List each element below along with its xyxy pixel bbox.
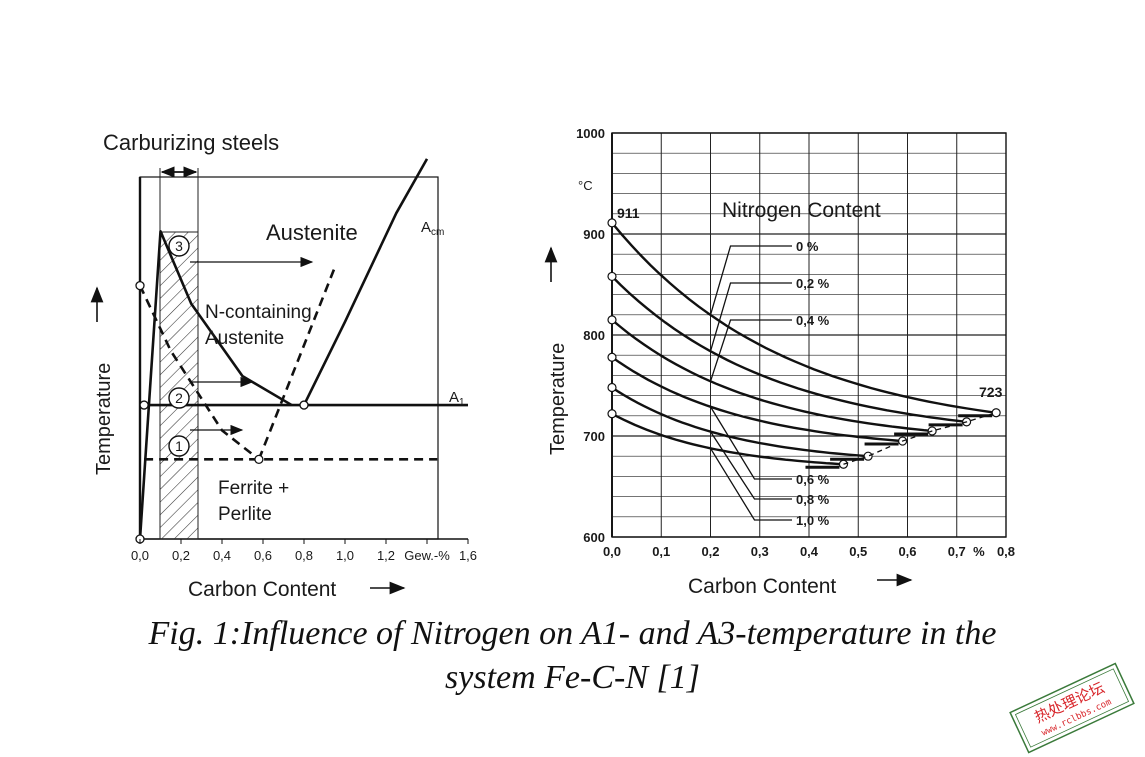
- svg-text:3: 3: [175, 238, 183, 254]
- right-series-label-3: 0,6 %: [796, 472, 830, 487]
- right-x-tick-9: 0,8: [997, 544, 1015, 559]
- left-junction-2: [139, 400, 149, 410]
- right-series-start-5: [607, 409, 617, 419]
- right-series-end-0: [991, 408, 1001, 418]
- austenite-label: Austenite: [266, 220, 358, 245]
- temp-unit-label: °C: [578, 178, 593, 193]
- n-austenite-label-1: N-containing: [205, 302, 312, 323]
- right-endpoint-dashline: [843, 412, 997, 465]
- right-leader-3: [709, 406, 792, 480]
- left-x-tick-label-7: Gew.-%: [404, 548, 450, 563]
- right-series-label-1: 0,2 %: [796, 276, 830, 291]
- right-series-0: [611, 222, 997, 414]
- left-curve-3: [138, 285, 260, 461]
- right-series-5: [611, 412, 844, 466]
- right-curves: 0 % 0,2 % 0,4 % 0,6 % 0,8 % 1,0 %: [607, 218, 1001, 528]
- right-y-tick-1: 700: [583, 429, 605, 444]
- left-x-tick-label-3: 0,6: [254, 548, 272, 563]
- right-series-start-1: [607, 271, 617, 282]
- end-temp-label: 723: [979, 384, 1003, 400]
- right-grid: [611, 132, 1007, 538]
- left-x-tick-label-6: 1,2: [377, 548, 395, 563]
- left-x-tick-label-1: 0,2: [172, 548, 190, 563]
- left-x-tick-label-5: 1,0: [336, 548, 354, 563]
- left-curve-1: [302, 158, 429, 406]
- n-austenite-label-2: Austenite: [205, 328, 284, 349]
- left-chart-title: Carburizing steels: [103, 130, 279, 155]
- ferrite-label-1: Ferrite +: [218, 478, 289, 499]
- right-x-label: Carbon Content: [688, 575, 836, 598]
- right-leader-2: [709, 319, 792, 382]
- right-series-3: [611, 356, 903, 443]
- right-x-tick-3: 0,3: [751, 544, 769, 559]
- right-y-tick-3: 900: [583, 227, 605, 242]
- left-chart: Carburizing steels Austenite N-containin…: [90, 130, 477, 601]
- left-x-tick-label-4: 0,8: [295, 548, 313, 563]
- left-junction-4: [299, 400, 309, 410]
- left-phase-curves: [135, 158, 468, 544]
- left-x-tick-label-0: 0,0: [131, 548, 149, 563]
- left-x-tick-label-2: 0,4: [213, 548, 231, 563]
- caption-line-1: Fig. 1:Influence of Nitrogen on A1- and …: [148, 615, 997, 652]
- right-series-1: [611, 275, 967, 424]
- right-series-end-4: [863, 451, 873, 461]
- a1-label: A1: [449, 389, 465, 408]
- marker-1: 1: [168, 435, 190, 457]
- acm-label: Acm: [421, 219, 444, 238]
- right-leader-4: [709, 431, 792, 500]
- right-series-2: [611, 318, 933, 433]
- left-y-label: Temperature: [93, 363, 115, 475]
- right-series-label-0: 0 %: [796, 239, 819, 254]
- right-series-4: [611, 386, 869, 458]
- right-x-tick-6: 0,6: [898, 544, 916, 559]
- svg-text:1: 1: [175, 438, 183, 454]
- right-series-label-2: 0,4 %: [796, 313, 830, 328]
- right-leader-1: [709, 282, 792, 352]
- left-x-label: Carbon Content: [188, 578, 336, 601]
- right-x-tick-4: 0,4: [800, 544, 819, 559]
- left-curve-0: [138, 230, 293, 540]
- left-junction-3: [254, 454, 264, 465]
- caption-line-2: system Fe-C-N [1]: [445, 659, 700, 696]
- right-series-start-0: [607, 218, 617, 228]
- right-series-label-4: 0,8 %: [796, 492, 830, 507]
- right-plot-frame: [611, 132, 1007, 538]
- right-y-tick-2: 800: [583, 328, 605, 343]
- svg-text:2: 2: [175, 390, 183, 406]
- left-x-tick-label-8: 1,6: [459, 548, 477, 563]
- right-leader-5: [709, 447, 792, 521]
- left-x-ticks: 0,0 0,2 0,4 0,6 0,8 1,0 1,2 Gew.-% 1,6: [131, 539, 477, 563]
- right-y-label: Temperature: [547, 343, 569, 455]
- right-series-start-2: [607, 315, 617, 325]
- right-series-start-4: [607, 382, 617, 393]
- marker-2: 2: [168, 387, 190, 409]
- right-leader-0: [709, 245, 792, 316]
- marker-3: 3: [168, 235, 190, 257]
- right-y-tick-4: 1000: [576, 126, 605, 141]
- ferrite-label-2: Perlite: [218, 504, 272, 525]
- right-chart: 600 700 800 900 1000 0,0 0,1 0,2 0,3 0,4 0,5 0,6 0,7…: [544, 126, 1015, 598]
- left-junction-1: [135, 280, 145, 291]
- right-chart-title: Nitrogen Content: [722, 199, 881, 222]
- right-x-tick-5: 0,5: [849, 544, 867, 559]
- start-temp-label: 911: [617, 205, 640, 221]
- right-x-tick-1: 0,1: [652, 544, 670, 559]
- right-y-tick-0: 600: [583, 530, 605, 545]
- right-ticks: 600 700 800 900 1000 0,0 0,1 0,2 0,3 0,4 0,5 0,6 0,7…: [576, 126, 1015, 559]
- right-series-label-5: 1,0 %: [796, 513, 830, 528]
- right-x-tick-0: 0,0: [603, 544, 621, 559]
- right-x-tick-7: 0,7: [948, 544, 966, 559]
- right-x-tick-8: %: [973, 544, 985, 559]
- right-x-tick-2: 0,2: [701, 544, 719, 559]
- right-series-start-3: [607, 352, 617, 362]
- left-curve-4: [257, 267, 336, 460]
